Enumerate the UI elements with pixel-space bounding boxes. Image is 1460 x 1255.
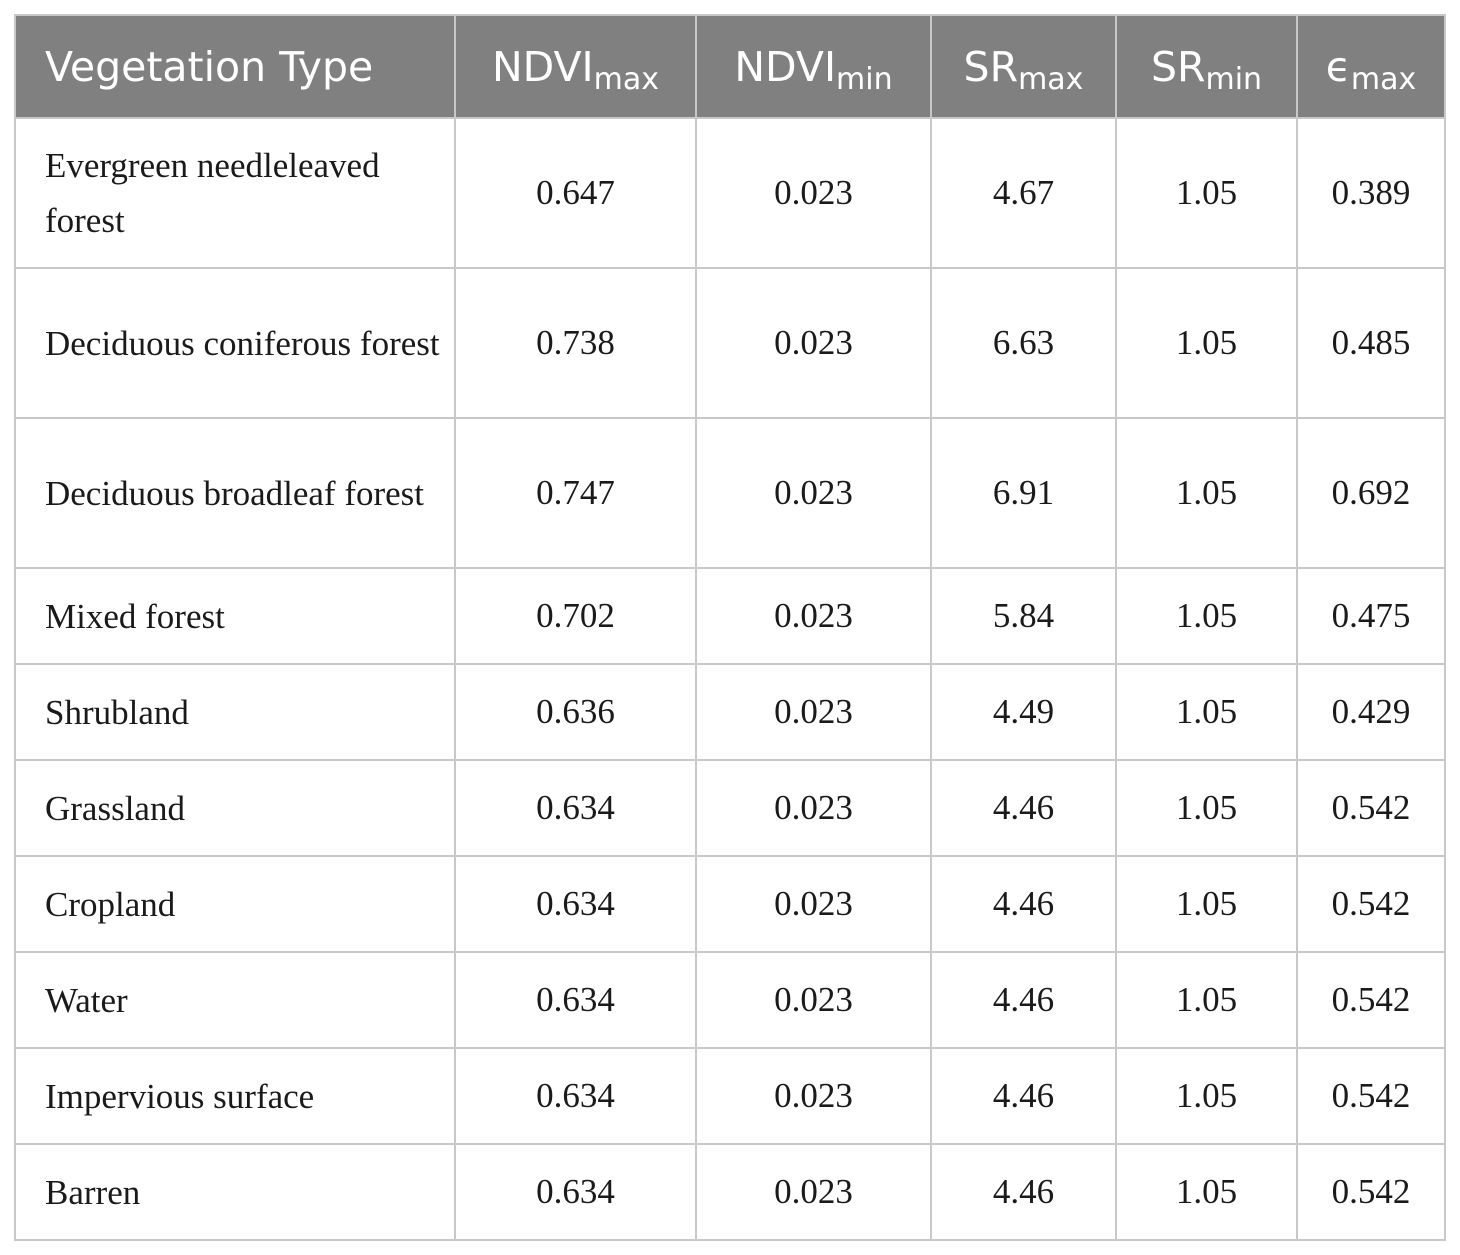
header-vegetation-type: Vegetation Type bbox=[14, 14, 456, 119]
vegetation-parameters-table: Vegetation Type NDVImax NDVImin SRmax SR… bbox=[14, 14, 1446, 1241]
sr-min-cell: 1.05 bbox=[1115, 759, 1298, 857]
sr-min-cell: 1.05 bbox=[1115, 117, 1298, 269]
ndvi-max-cell: 0.647 bbox=[454, 117, 697, 269]
sr-min-cell: 1.05 bbox=[1115, 417, 1298, 569]
ndvi-max-cell: 0.747 bbox=[454, 417, 697, 569]
ndvi-min-cell: 0.023 bbox=[695, 663, 932, 761]
ndvi-max-cell: 0.634 bbox=[454, 855, 697, 953]
epsilon-max-cell: 0.475 bbox=[1296, 567, 1446, 665]
epsilon-max-cell: 0.692 bbox=[1296, 417, 1446, 569]
header-ndvi-max: NDVImax bbox=[454, 14, 697, 119]
ndvi-max-cell: 0.738 bbox=[454, 267, 697, 419]
vegetation-type-cell: Evergreen needleleaved forest bbox=[14, 117, 456, 269]
vegetation-type-cell: Deciduous coniferous forest bbox=[14, 267, 456, 419]
epsilon-max-cell: 0.542 bbox=[1296, 759, 1446, 857]
table-row: Evergreen needleleaved forest 0.647 0.02… bbox=[14, 117, 1446, 269]
ndvi-min-cell: 0.023 bbox=[695, 759, 932, 857]
sr-min-cell: 1.05 bbox=[1115, 951, 1298, 1049]
epsilon-max-cell: 0.542 bbox=[1296, 855, 1446, 953]
sr-max-cell: 4.46 bbox=[930, 759, 1117, 857]
ndvi-min-cell: 0.023 bbox=[695, 567, 932, 665]
table-row: Grassland 0.634 0.023 4.46 1.05 0.542 bbox=[14, 759, 1446, 857]
table-row: Impervious surface 0.634 0.023 4.46 1.05… bbox=[14, 1047, 1446, 1145]
ndvi-max-cell: 0.702 bbox=[454, 567, 697, 665]
epsilon-max-cell: 0.542 bbox=[1296, 1143, 1446, 1241]
epsilon-max-cell: 0.389 bbox=[1296, 117, 1446, 269]
table-row: Deciduous coniferous forest 0.738 0.023 … bbox=[14, 267, 1446, 419]
header-epsilon-max: ϵmax bbox=[1296, 14, 1446, 119]
vegetation-type-cell: Barren bbox=[14, 1143, 456, 1241]
sr-min-cell: 1.05 bbox=[1115, 267, 1298, 419]
sr-max-cell: 6.63 bbox=[930, 267, 1117, 419]
table-row: Water 0.634 0.023 4.46 1.05 0.542 bbox=[14, 951, 1446, 1049]
vegetation-type-cell: Water bbox=[14, 951, 456, 1049]
vegetation-type-cell: Mixed forest bbox=[14, 567, 456, 665]
sr-max-cell: 4.67 bbox=[930, 117, 1117, 269]
ndvi-min-cell: 0.023 bbox=[695, 951, 932, 1049]
ndvi-max-cell: 0.634 bbox=[454, 951, 697, 1049]
header-sr-min: SRmin bbox=[1115, 14, 1298, 119]
ndvi-max-cell: 0.634 bbox=[454, 1047, 697, 1145]
ndvi-min-cell: 0.023 bbox=[695, 855, 932, 953]
ndvi-min-cell: 0.023 bbox=[695, 417, 932, 569]
epsilon-max-cell: 0.429 bbox=[1296, 663, 1446, 761]
ndvi-min-cell: 0.023 bbox=[695, 117, 932, 269]
epsilon-max-cell: 0.542 bbox=[1296, 1047, 1446, 1145]
sr-min-cell: 1.05 bbox=[1115, 663, 1298, 761]
ndvi-max-cell: 0.636 bbox=[454, 663, 697, 761]
ndvi-max-cell: 0.634 bbox=[454, 759, 697, 857]
table-row: Cropland 0.634 0.023 4.46 1.05 0.542 bbox=[14, 855, 1446, 953]
sr-min-cell: 1.05 bbox=[1115, 855, 1298, 953]
vegetation-type-cell: Impervious surface bbox=[14, 1047, 456, 1145]
ndvi-min-cell: 0.023 bbox=[695, 267, 932, 419]
sr-max-cell: 4.46 bbox=[930, 855, 1117, 953]
vegetation-type-cell: Grassland bbox=[14, 759, 456, 857]
table-row: Barren 0.634 0.023 4.46 1.05 0.542 bbox=[14, 1143, 1446, 1241]
sr-max-cell: 4.46 bbox=[930, 1047, 1117, 1145]
header-sr-max: SRmax bbox=[930, 14, 1117, 119]
sr-min-cell: 1.05 bbox=[1115, 1143, 1298, 1241]
epsilon-max-cell: 0.542 bbox=[1296, 951, 1446, 1049]
table-row: Deciduous broadleaf forest 0.747 0.023 6… bbox=[14, 417, 1446, 569]
table-row: Mixed forest 0.702 0.023 5.84 1.05 0.475 bbox=[14, 567, 1446, 665]
ndvi-min-cell: 0.023 bbox=[695, 1143, 932, 1241]
sr-max-cell: 4.46 bbox=[930, 1143, 1117, 1241]
ndvi-max-cell: 0.634 bbox=[454, 1143, 697, 1241]
table-row: Shrubland 0.636 0.023 4.49 1.05 0.429 bbox=[14, 663, 1446, 761]
ndvi-min-cell: 0.023 bbox=[695, 1047, 932, 1145]
vegetation-type-cell: Shrubland bbox=[14, 663, 456, 761]
sr-min-cell: 1.05 bbox=[1115, 1047, 1298, 1145]
sr-max-cell: 6.91 bbox=[930, 417, 1117, 569]
header-ndvi-min: NDVImin bbox=[695, 14, 932, 119]
sr-max-cell: 5.84 bbox=[930, 567, 1117, 665]
sr-max-cell: 4.46 bbox=[930, 951, 1117, 1049]
sr-max-cell: 4.49 bbox=[930, 663, 1117, 761]
header-row: Vegetation Type NDVImax NDVImin SRmax SR… bbox=[14, 14, 1446, 119]
epsilon-max-cell: 0.485 bbox=[1296, 267, 1446, 419]
sr-min-cell: 1.05 bbox=[1115, 567, 1298, 665]
vegetation-type-cell: Deciduous broadleaf forest bbox=[14, 417, 456, 569]
vegetation-type-cell: Cropland bbox=[14, 855, 456, 953]
